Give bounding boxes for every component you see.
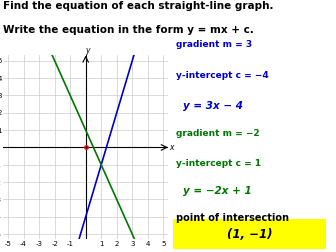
Text: x: x [169,143,173,152]
Text: y = 3x − 4: y = 3x − 4 [183,101,243,111]
Text: gradient m = 3: gradient m = 3 [176,40,253,49]
Text: (1, −1): (1, −1) [227,228,272,241]
Text: Find the equation of each straight-line graph.: Find the equation of each straight-line … [3,1,274,11]
Text: Write the equation in the form y = mx + c.: Write the equation in the form y = mx + … [3,25,254,35]
Text: point of intersection: point of intersection [176,213,289,223]
Text: y = −2x + 1: y = −2x + 1 [183,186,252,197]
Text: y-intercept c = 1: y-intercept c = 1 [176,159,261,168]
Text: gradient m = −2: gradient m = −2 [176,129,260,138]
Text: y: y [85,46,90,55]
Text: y-intercept c = −4: y-intercept c = −4 [176,71,269,80]
